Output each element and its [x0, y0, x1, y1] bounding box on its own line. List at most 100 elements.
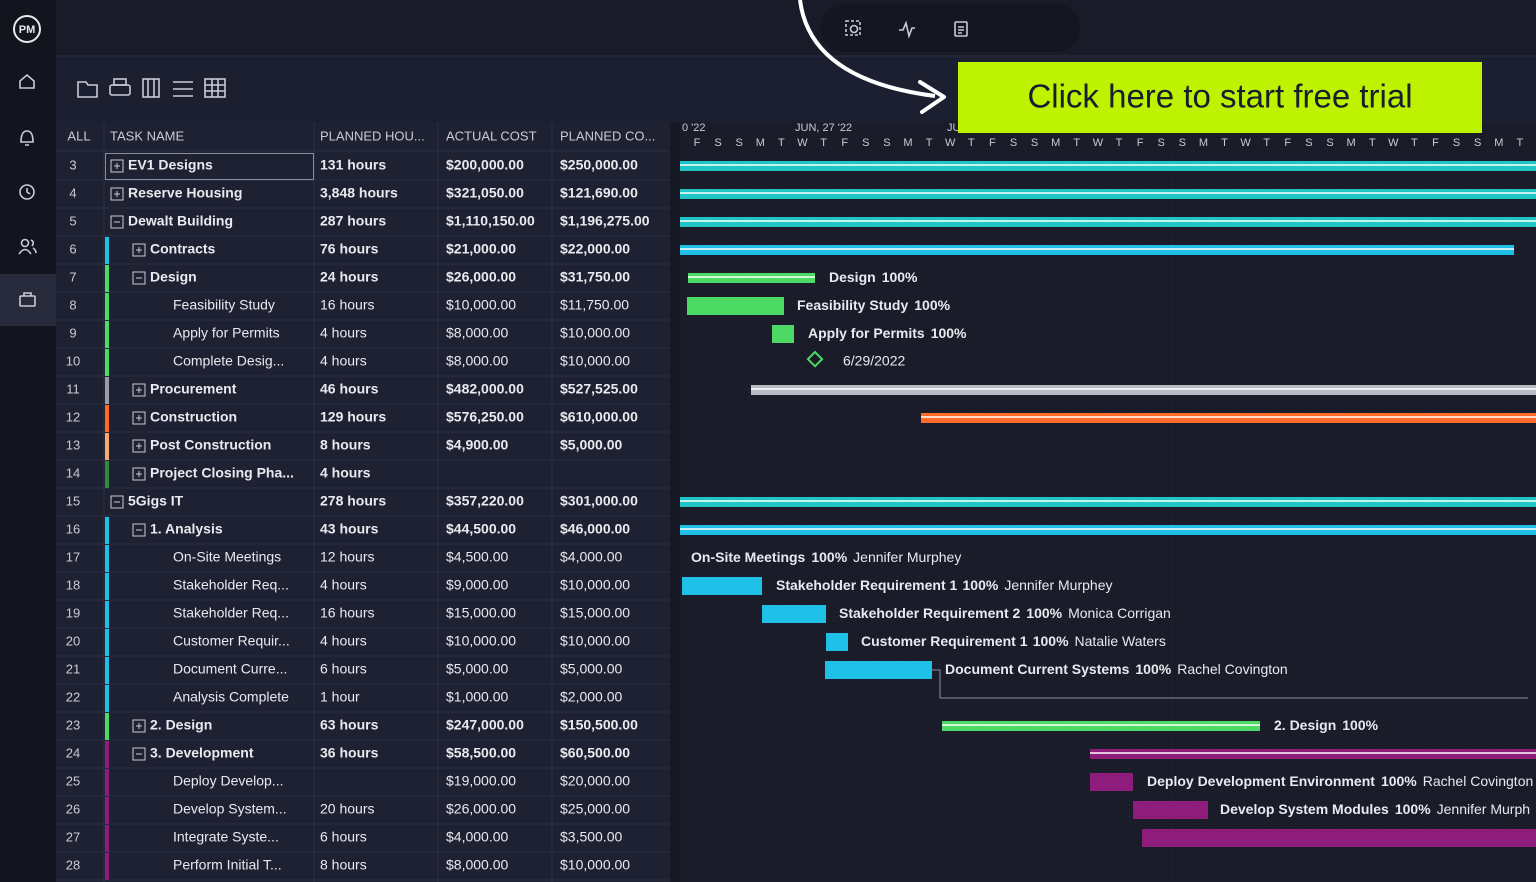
row-number: 5 — [69, 213, 76, 228]
bar-label-assignee: Jennifer Murphey — [1004, 577, 1112, 593]
bar-label-assignee: Rachel Covington — [1423, 773, 1534, 789]
sidebar — [0, 0, 56, 882]
task-grid — [56, 122, 670, 882]
row-number: 25 — [66, 773, 80, 788]
cell-text[interactable]: Perform Initial T... — [173, 857, 282, 873]
splitter[interactable] — [670, 122, 680, 882]
cell-text[interactable]: EV1 Designs — [128, 157, 213, 173]
column-header[interactable]: ALL — [67, 128, 90, 143]
toggle-box[interactable] — [110, 215, 124, 229]
cell-text: 3,848 hours — [320, 185, 398, 201]
day-label: F — [694, 137, 701, 149]
cell-text[interactable]: Analysis Complete — [173, 689, 289, 705]
task-bar[interactable] — [687, 297, 784, 315]
cell-text[interactable]: Contracts — [150, 241, 216, 257]
column-header[interactable]: TASK NAME — [110, 128, 184, 143]
column-header[interactable]: ACTUAL COST — [446, 128, 537, 143]
cell-text[interactable]: Stakeholder Req... — [173, 605, 289, 621]
grid-icon[interactable] — [204, 78, 226, 98]
logo[interactable] — [13, 15, 41, 43]
cell-text: 1 hour — [320, 689, 360, 705]
cell-text[interactable]: 2. Design — [150, 717, 212, 733]
cell-text[interactable]: On-Site Meetings — [173, 549, 281, 565]
toolbar-icons[interactable] — [77, 78, 226, 98]
cell-text[interactable]: Develop System... — [173, 801, 287, 817]
bar-label-assignee: Jennifer Murphey — [853, 549, 961, 565]
cell-text[interactable]: Design — [150, 269, 197, 285]
cta-button[interactable] — [958, 62, 1482, 133]
sidebar-icons[interactable] — [18, 73, 37, 307]
filter-icon[interactable] — [173, 81, 193, 97]
task-bar[interactable] — [825, 661, 932, 679]
cell-text[interactable]: Project Closing Pha... — [150, 465, 294, 481]
task-bar[interactable] — [1142, 829, 1536, 847]
cell-text[interactable]: Apply for Permits — [173, 325, 280, 341]
view-icons[interactable] — [845, 20, 968, 39]
bar-label-percent: 100% — [914, 297, 950, 313]
row-number: 10 — [66, 353, 80, 368]
cell-text[interactable]: 3. Development — [150, 745, 254, 761]
task-bar[interactable] — [772, 325, 794, 343]
people-icon[interactable] — [20, 238, 30, 248]
cell-text[interactable]: 5Gigs IT — [128, 493, 184, 509]
bar-label: Feasibility Study 100% — [797, 297, 951, 313]
clock-icon[interactable] — [19, 184, 35, 200]
cell-text[interactable]: Construction — [150, 409, 237, 425]
day-label: S — [714, 137, 721, 149]
selected-cell[interactable] — [105, 153, 314, 180]
cell-text: $10,000.00 — [560, 633, 630, 649]
toggle-box[interactable] — [132, 523, 146, 537]
toggle-box[interactable] — [132, 747, 146, 761]
cell-text[interactable]: Feasibility Study — [173, 297, 275, 313]
pulse-icon[interactable] — [899, 20, 915, 39]
month-label: JUN, 27 '22 — [795, 122, 852, 134]
column-header[interactable]: PLANNED HOU... — [320, 128, 425, 143]
briefcase-icon[interactable] — [19, 295, 36, 307]
task-bar[interactable] — [682, 577, 762, 595]
cell-text[interactable]: Reserve Housing — [128, 185, 242, 201]
cta-text[interactable]: Click here to start free trial — [1027, 78, 1412, 115]
toggle-box[interactable] — [132, 383, 146, 397]
cell-text[interactable]: Integrate Syste... — [173, 829, 279, 845]
task-bar[interactable] — [1090, 773, 1133, 791]
cell-text[interactable]: Procurement — [150, 381, 237, 397]
bell-icon[interactable] — [20, 130, 34, 146]
cell-text[interactable]: Dewalt Building — [128, 213, 233, 229]
zoom-icon[interactable] — [845, 20, 861, 36]
day-label: M — [1347, 137, 1356, 149]
cell-text[interactable]: Deploy Develop... — [173, 773, 284, 789]
task-bar[interactable] — [1133, 801, 1208, 819]
folder-icon[interactable] — [77, 81, 98, 98]
cell-text[interactable]: Document Curre... — [173, 661, 287, 677]
toggle-box[interactable] — [132, 243, 146, 257]
toggle-box[interactable] — [132, 719, 146, 733]
cell-text[interactable]: 1. Analysis — [150, 521, 223, 537]
toggle-box[interactable] — [110, 187, 124, 201]
bar-label-percent: 100% — [1135, 661, 1171, 677]
home-icon[interactable] — [19, 73, 35, 89]
milestone[interactable] — [806, 350, 824, 368]
logo-text[interactable]: PM — [19, 24, 36, 36]
bar-label-assignee: Monica Corrigan — [1068, 605, 1171, 621]
cell-text[interactable]: Post Construction — [150, 437, 271, 453]
toggle-box[interactable] — [132, 439, 146, 453]
task-bar[interactable] — [826, 633, 848, 651]
cell-text[interactable]: Stakeholder Req... — [173, 577, 289, 593]
clipboard-icon[interactable] — [954, 21, 968, 37]
columns-icon[interactable] — [142, 78, 160, 98]
row-number: 13 — [66, 437, 80, 452]
toggle-box[interactable] — [132, 467, 146, 481]
bar-label: Deploy Development Environment 100% Rachel… — [1147, 773, 1533, 789]
toggle-box[interactable] — [110, 159, 124, 173]
cell-text[interactable]: Customer Requir... — [173, 633, 290, 649]
toggle-box[interactable] — [110, 495, 124, 509]
row-color-bar — [105, 433, 109, 460]
column-header[interactable]: PLANNED CO... — [560, 128, 655, 143]
day-label: M — [903, 137, 912, 149]
toggle-box[interactable] — [132, 411, 146, 425]
toggle-box[interactable] — [132, 271, 146, 285]
cell-text[interactable]: Complete Desig... — [173, 353, 284, 369]
task-bar[interactable] — [762, 605, 826, 623]
day-label: T — [968, 137, 975, 149]
cell-text: $10,000.00 — [560, 577, 630, 593]
